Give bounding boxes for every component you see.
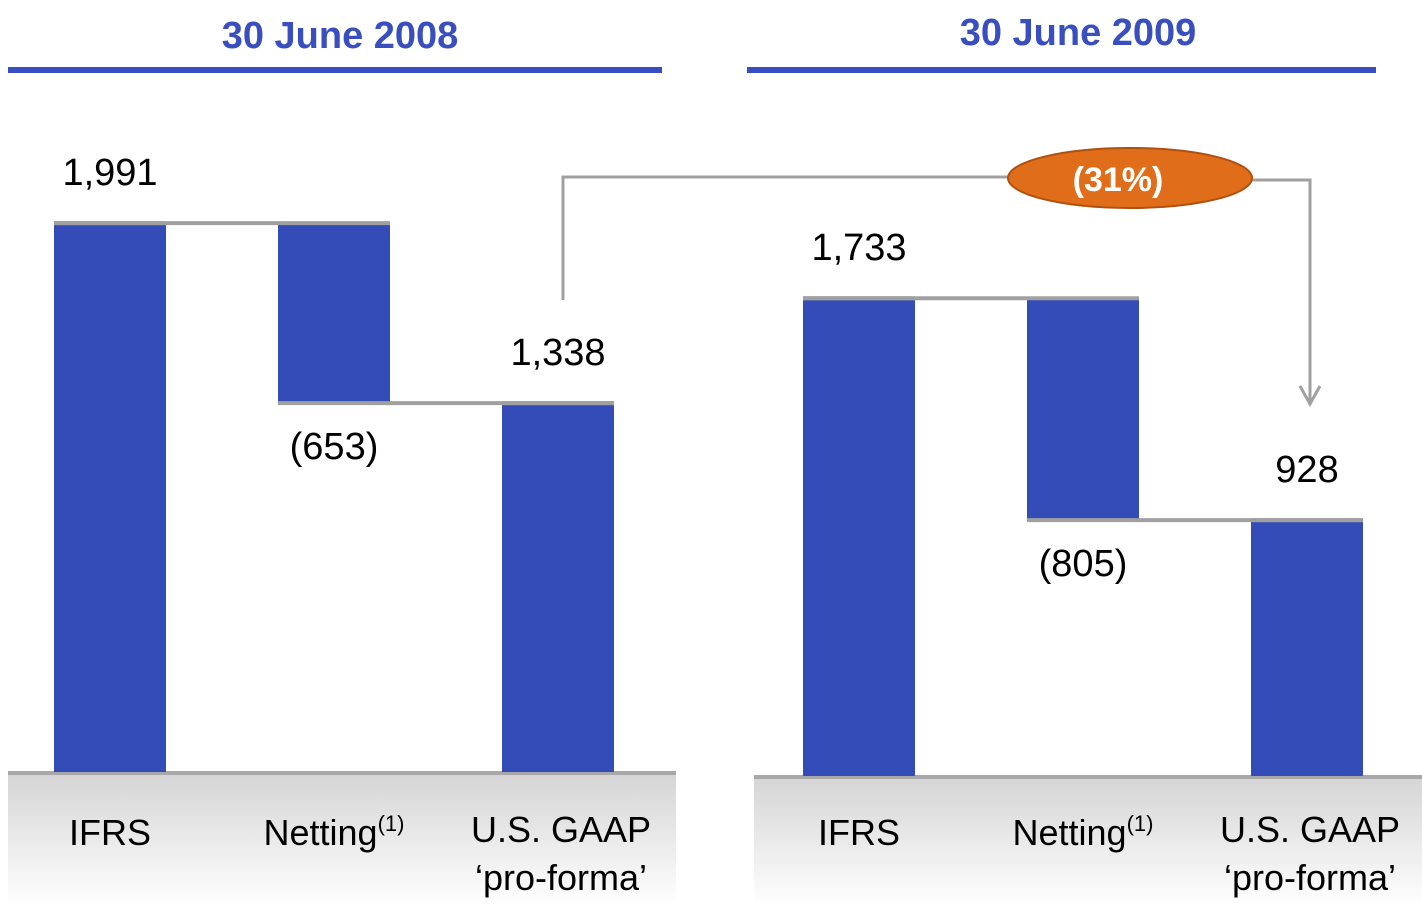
x-tick-label-group: IFRS [818,812,900,853]
x-tick-label: U.S. GAAP [1220,809,1400,850]
panel-title: 30 June 2009 [960,12,1197,54]
annotation-connector [561,175,1010,300]
value-label: 1,991 [62,152,157,194]
annotation-arrowhead [1298,385,1322,408]
annotation-text: (31%) [1073,161,1164,199]
value-label: (805) [1039,543,1128,585]
x-tick-label-group: Netting(1) [1013,811,1154,853]
x-tick-label: ‘pro-forma’ [475,857,647,898]
footnote-mark: (1) [378,811,405,836]
value-label: 928 [1275,449,1338,491]
x-tick-label-group: Netting(1) [264,811,405,853]
bar [54,223,166,772]
value-label: 1,733 [811,227,906,269]
x-tick-label: IFRS [69,812,151,853]
category-band [8,772,676,906]
x-tick-label: U.S. GAAP [471,809,651,850]
x-tick-label: ‘pro-forma’ [1224,857,1396,898]
panel-title: 30 June 2008 [222,15,459,57]
bar [278,223,390,404]
x-tick-label: Netting [264,812,378,853]
value-label: (653) [290,426,379,468]
x-tick-label: Netting [1013,812,1127,853]
annotation-oval [1007,147,1253,209]
bar [502,403,614,772]
title-rule [747,67,1376,73]
annotation: (31%) [561,147,1322,408]
bar [803,298,915,776]
footnote-mark: (1) [1127,811,1154,836]
category-band [754,776,1422,906]
x-tick-label: IFRS [818,812,900,853]
bar [1027,298,1139,521]
annotation-connector [1252,178,1312,402]
value-label: 1,338 [510,332,605,374]
title-rule [8,67,662,73]
x-tick-label-group: IFRS [69,812,151,853]
bar [1251,520,1363,776]
panels: 30 June 20081,991IFRS(653)Netting(1)1,33… [8,12,1422,906]
